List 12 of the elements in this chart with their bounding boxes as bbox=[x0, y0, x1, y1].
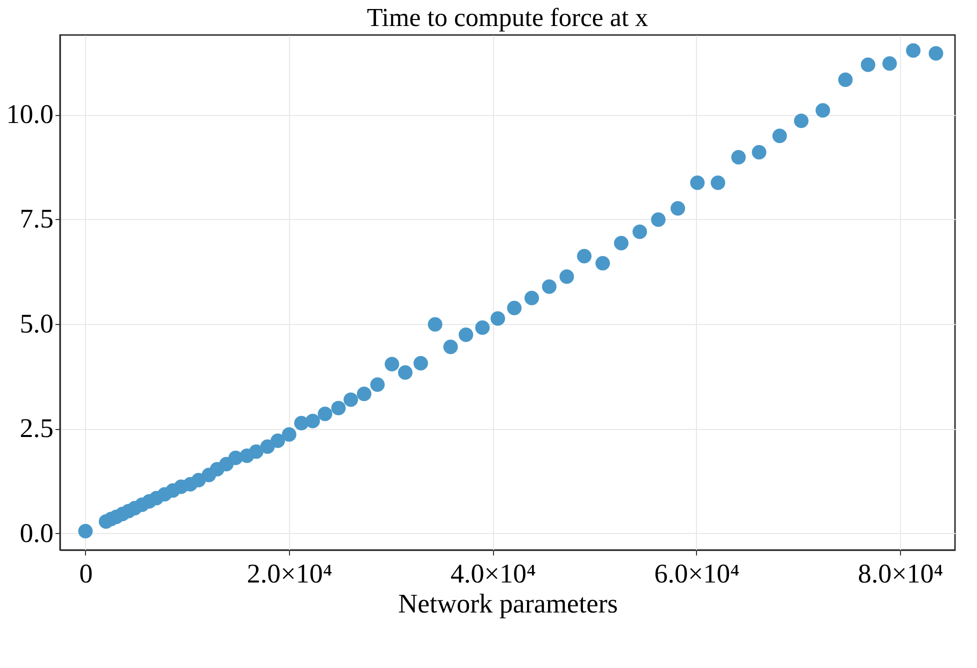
y-tick-label: 7.5 bbox=[20, 204, 54, 234]
x-tick-label: 0 bbox=[79, 558, 93, 588]
x-tick-label: 6.0×10⁴ bbox=[654, 558, 740, 588]
chart-title: Time to compute force at x bbox=[366, 3, 648, 32]
x-tick-label: 8.0×10⁴ bbox=[858, 558, 944, 588]
x-tick-label: 4.0×10⁴ bbox=[450, 558, 536, 588]
x-tick-label: 2.0×10⁴ bbox=[246, 558, 332, 588]
y-tick-label: 0.0 bbox=[20, 518, 54, 548]
y-tick-label: 10.0 bbox=[6, 99, 54, 130]
x-axis-title: Network parameters bbox=[398, 588, 618, 618]
y-tick-label: 2.5 bbox=[20, 413, 54, 444]
y-tick-label: 5.0 bbox=[20, 308, 54, 338]
